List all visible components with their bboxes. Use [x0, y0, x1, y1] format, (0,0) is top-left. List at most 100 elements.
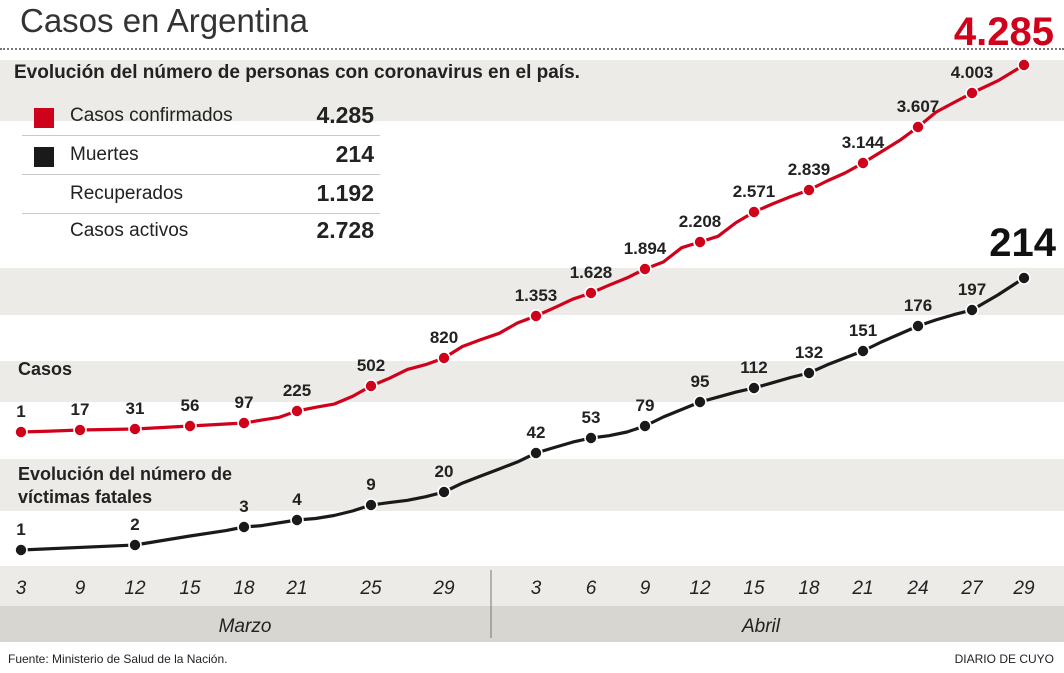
- legend-label: Casos activos: [70, 220, 189, 241]
- cases-total-label: 4.285: [954, 10, 1054, 54]
- deaths-data-label: 176: [904, 296, 932, 315]
- cases-point: [856, 156, 870, 170]
- x-tick-label: 9: [75, 578, 86, 599]
- brand-name: DIARIO DE CUYO: [954, 652, 1054, 666]
- cases-data-label: 2.208: [679, 212, 722, 231]
- deaths-data-label: 3: [239, 497, 248, 516]
- cases-data-label: 31: [126, 399, 145, 418]
- deaths-data-label: 4: [292, 490, 302, 509]
- x-tick-label: 9: [640, 578, 651, 599]
- cases-point: [747, 205, 761, 219]
- deaths-data-label: 95: [691, 372, 710, 391]
- cases-data-label: 1: [16, 402, 25, 421]
- victimas-band: [0, 459, 1064, 511]
- deaths-point: [638, 419, 652, 433]
- cases-point: [529, 309, 543, 323]
- cases-point: [911, 120, 925, 134]
- deaths-data-label: 9: [366, 475, 375, 494]
- x-tick-label: 29: [432, 578, 455, 599]
- cases-point: [802, 183, 816, 197]
- deaths-point: [529, 446, 543, 460]
- deaths-point: [290, 513, 304, 527]
- deaths-point: [911, 319, 925, 333]
- cases-data-label: 225: [283, 381, 311, 400]
- casos-panel-label: Casos: [18, 359, 73, 379]
- deaths-total-band: [0, 268, 1064, 315]
- legend-label: Casos confirmados: [70, 105, 233, 126]
- deaths-point: [747, 381, 761, 395]
- x-tick-label: 6: [586, 578, 597, 599]
- victimas-panel-label: Evolución del número de víctimas fatales: [18, 464, 233, 507]
- deaths-point: [237, 520, 251, 534]
- deaths-point: [14, 543, 28, 557]
- cases-data-label: 17: [71, 400, 90, 419]
- cases-point: [73, 423, 87, 437]
- cases-point: [584, 286, 598, 300]
- legend-value: 214: [335, 141, 374, 167]
- cases-data-label: 56: [181, 396, 200, 415]
- cases-point: [364, 379, 378, 393]
- cases-data-label: 1.628: [570, 263, 613, 282]
- cases-point: [965, 86, 979, 100]
- cases-point: [290, 404, 304, 418]
- cases-data-label: 4.003: [951, 63, 994, 82]
- legend-row-muertes: Muertes 214: [22, 136, 380, 175]
- deaths-data-label: 151: [849, 321, 877, 340]
- x-tick-label: 25: [359, 578, 382, 599]
- cases-point: [183, 419, 197, 433]
- month-label: Marzo: [219, 616, 272, 637]
- page-title: Casos en Argentina: [20, 2, 309, 39]
- legend-value: 2.728: [316, 217, 374, 243]
- deaths-point: [584, 431, 598, 445]
- x-tick-label: 29: [1012, 578, 1035, 599]
- x-tick-label: 15: [179, 578, 201, 599]
- cases-point: [1017, 58, 1031, 72]
- cases-data-label: 1.894: [624, 239, 667, 258]
- x-tick-label: 15: [743, 578, 765, 599]
- legend-value: 4.285: [316, 102, 374, 128]
- cases-line: [19, 63, 1026, 434]
- x-tick-label: 12: [689, 578, 711, 599]
- red-square-icon: [34, 108, 54, 128]
- deaths-data-label: 53: [582, 408, 601, 427]
- x-tick-label: 3: [531, 578, 542, 599]
- x-tick-label: 24: [906, 578, 928, 599]
- deaths-point: [965, 303, 979, 317]
- legend-value: 1.192: [316, 180, 374, 206]
- deaths-total-label: 214: [989, 221, 1056, 265]
- legend-label: Muertes: [70, 144, 139, 165]
- month-label: Abril: [741, 616, 781, 637]
- cases-data-label: 502: [357, 356, 385, 375]
- deaths-data-label: 1: [16, 520, 25, 539]
- cases-point: [437, 351, 451, 365]
- deaths-point: [364, 498, 378, 512]
- cases-data-label: 2.839: [788, 160, 831, 179]
- deaths-data-label: 2: [130, 515, 139, 534]
- deaths-data-label: 20: [435, 462, 454, 481]
- cases-data-label: 3.607: [897, 97, 940, 116]
- x-tick-label: 18: [798, 578, 820, 599]
- day-axis-band: [0, 566, 1064, 606]
- cases-data-label: 2.571: [733, 182, 776, 201]
- x-tick-label: 27: [960, 578, 984, 599]
- legend-row-recuperados: Recuperados 1.192: [22, 175, 380, 214]
- cases-point: [14, 425, 28, 439]
- deaths-point: [802, 366, 816, 380]
- deaths-data-label: 79: [636, 396, 655, 415]
- deaths-point: [128, 538, 142, 552]
- deaths-point: [1017, 271, 1031, 285]
- source-note: Fuente: Ministerio de Salud de la Nación…: [8, 652, 228, 666]
- deaths-point: [856, 344, 870, 358]
- x-tick-label: 18: [233, 578, 255, 599]
- deaths-data-label: 112: [740, 358, 767, 377]
- legend-row-activos: Casos activos 2.728: [22, 212, 380, 250]
- deaths-line: [19, 276, 1026, 552]
- cases-point: [638, 262, 652, 276]
- legend-label: Recuperados: [70, 183, 184, 204]
- month-axis-band: [0, 606, 1064, 642]
- deaths-data-label: 197: [958, 280, 986, 299]
- black-square-icon: [34, 147, 54, 167]
- subtitle-band: [0, 60, 1064, 121]
